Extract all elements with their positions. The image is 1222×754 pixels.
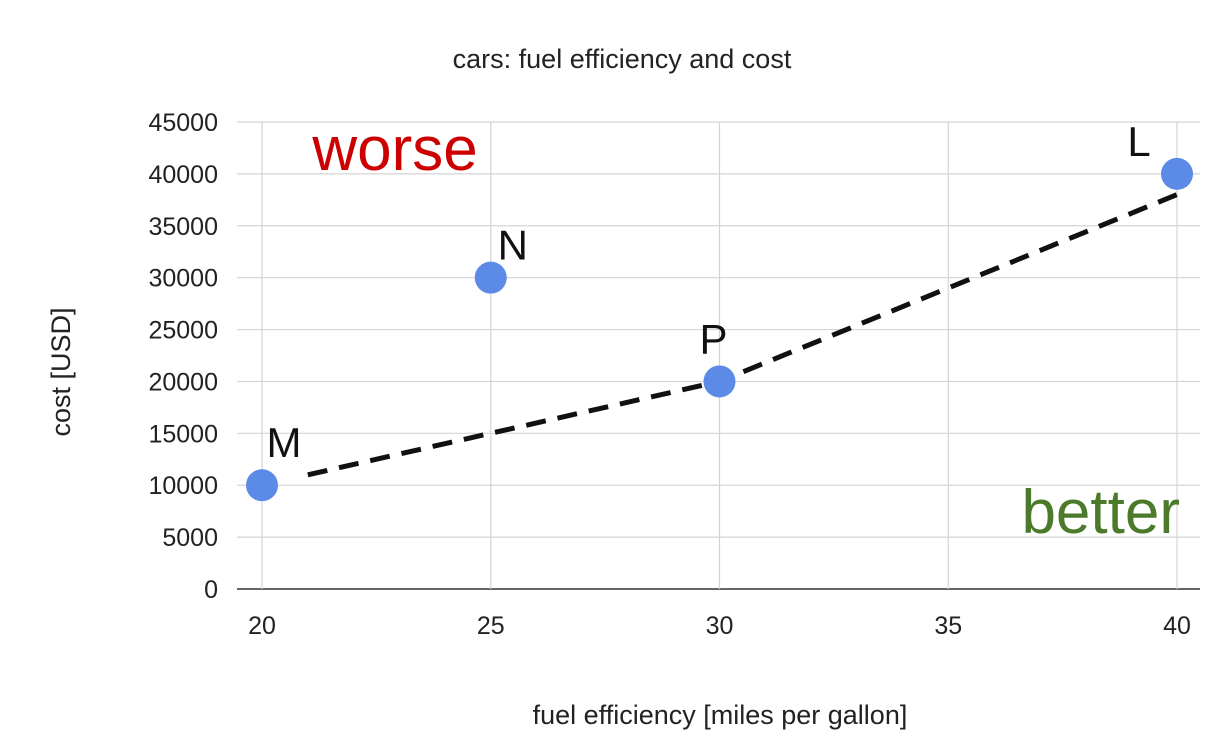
y-tick-label: 0 <box>204 576 218 604</box>
y-tick-label: 10000 <box>148 472 218 500</box>
x-tick-label: 25 <box>477 612 505 640</box>
point-label-n: N <box>498 222 528 269</box>
annotation-better: better <box>1021 478 1180 547</box>
point-label-p: P <box>699 315 727 362</box>
data-point-m <box>246 469 278 502</box>
y-tick-label: 45000 <box>148 109 218 137</box>
trend-line-group <box>307 192 1178 478</box>
annotations: worse better <box>311 115 1180 547</box>
annotation-worse: worse <box>311 115 477 184</box>
y-tick-label: 40000 <box>148 161 218 189</box>
y-tick-label: 15000 <box>148 420 218 448</box>
dashed-trend-line <box>307 192 1178 478</box>
data-point-l <box>1161 157 1193 190</box>
x-tick-label: 40 <box>1163 612 1191 640</box>
tick-labels: 0 5000 10000 15000 20000 25000 30000 35000 40000… <box>148 109 1190 640</box>
x-tick-label: 30 <box>706 612 734 640</box>
x-tick-label: 20 <box>248 612 276 640</box>
x-tick-label: 35 <box>934 612 962 640</box>
point-label-m: M <box>267 419 302 466</box>
data-point-p <box>703 365 736 398</box>
x-axis-title: fuel efficiency [miles per gallon] <box>533 700 908 730</box>
y-tick-label: 35000 <box>148 213 218 241</box>
y-tick-label: 5000 <box>162 524 218 552</box>
y-tick-label: 30000 <box>148 265 218 293</box>
y-axis-title: cost [USD] <box>46 307 76 436</box>
point-label-l: L <box>1127 118 1150 165</box>
data-point-n <box>474 261 507 294</box>
data-points: M N P L <box>246 118 1193 502</box>
chart-title: cars: fuel efficiency and cost <box>453 44 792 74</box>
y-tick-label: 25000 <box>148 317 218 345</box>
y-tick-label: 20000 <box>148 368 218 396</box>
